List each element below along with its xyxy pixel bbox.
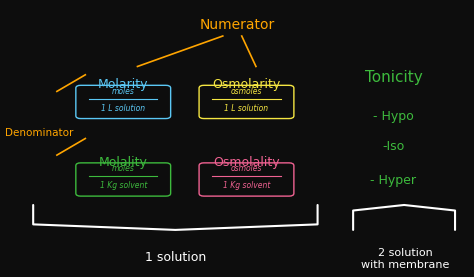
Text: Molality: Molality [99, 156, 148, 168]
Text: Tonicity: Tonicity [365, 70, 422, 85]
Text: moles: moles [112, 87, 135, 96]
Text: 2 solution
with membrane: 2 solution with membrane [361, 248, 449, 270]
Text: 1 L solution: 1 L solution [101, 104, 146, 112]
Text: moles: moles [112, 165, 135, 173]
Text: 1 solution: 1 solution [145, 251, 206, 264]
Text: osmoles: osmoles [231, 87, 262, 96]
Text: Numerator: Numerator [200, 18, 274, 32]
Text: - Hyper: - Hyper [370, 174, 417, 186]
Text: Denominator: Denominator [5, 128, 73, 138]
Text: -Iso: -Iso [383, 140, 404, 153]
Text: Osmolality: Osmolality [213, 156, 280, 168]
Text: - Hypo: - Hypo [373, 110, 414, 123]
Text: Osmolarity: Osmolarity [212, 78, 281, 91]
Text: osmoles: osmoles [231, 165, 262, 173]
Text: 1 Kg solvent: 1 Kg solvent [100, 181, 147, 190]
Text: 1 Kg solvent: 1 Kg solvent [223, 181, 270, 190]
Text: Molarity: Molarity [98, 78, 148, 91]
Text: 1 L solution: 1 L solution [224, 104, 269, 112]
